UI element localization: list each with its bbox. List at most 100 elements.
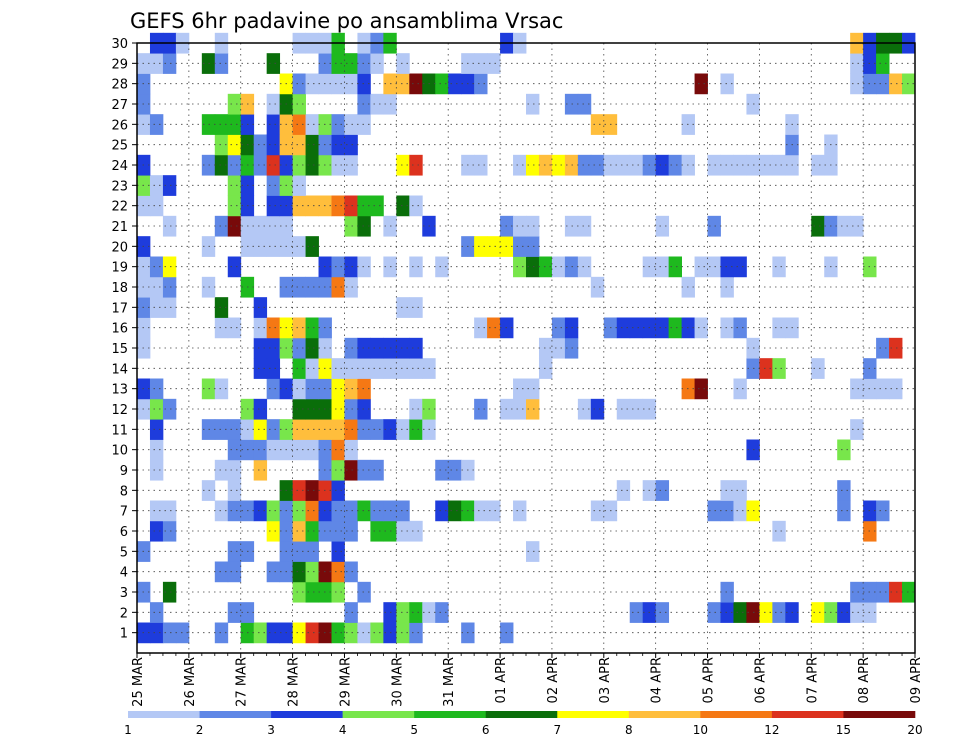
legend-color-swatch — [199, 711, 272, 718]
heatmap-cell — [837, 439, 851, 461]
heatmap-cell — [629, 398, 644, 420]
legend-color-swatch — [342, 711, 415, 718]
heatmap-cell — [396, 337, 410, 359]
heatmap-cell — [292, 195, 306, 217]
heatmap-cell — [266, 622, 281, 644]
heatmap-cell — [227, 114, 242, 135]
heatmap-cell — [331, 154, 345, 176]
heatmap-cell — [655, 215, 670, 237]
heatmap-cell — [357, 500, 371, 522]
heatmap-cell — [344, 134, 358, 156]
heatmap-cell — [370, 459, 384, 481]
heatmap-cell — [292, 73, 306, 95]
heatmap-cell — [396, 73, 410, 95]
x-tick-label: 28 MAR — [287, 657, 302, 707]
heatmap-cell — [227, 256, 242, 278]
heatmap-cell — [227, 541, 242, 562]
x-tick-label: 08 APR — [857, 657, 872, 703]
heatmap-cell — [162, 500, 177, 522]
y-tick-label: 17 — [111, 301, 128, 316]
heatmap-cell — [474, 236, 488, 257]
heatmap-cell — [720, 480, 734, 501]
heatmap-cell — [513, 236, 527, 257]
heatmap-cell — [149, 276, 164, 298]
heatmap-cell — [733, 317, 747, 339]
legend-color-swatch — [485, 711, 558, 718]
heatmap-cell — [344, 561, 358, 583]
y-tick-label: 12 — [111, 403, 128, 418]
legend-threshold-label: 1 — [124, 723, 132, 737]
y-tick-label: 18 — [111, 281, 128, 296]
heatmap-cell — [266, 236, 281, 257]
heatmap-cell — [435, 500, 449, 522]
x-tick-label: 27 MAR — [235, 657, 250, 707]
heatmap-cell — [149, 195, 164, 217]
heatmap-cell — [292, 317, 306, 339]
heatmap-cell — [227, 195, 242, 217]
y-tick-label: 11 — [111, 423, 128, 438]
heatmap-cell — [629, 602, 644, 623]
heatmap-cell — [292, 622, 306, 644]
heatmap-cell — [837, 500, 851, 522]
legend-threshold-label: 10 — [693, 723, 708, 737]
heatmap-cell — [357, 398, 371, 420]
heatmap-cell — [344, 419, 358, 440]
y-tick-label: 21 — [111, 220, 128, 235]
heatmap-cell — [720, 276, 734, 298]
heatmap-cell — [344, 459, 358, 481]
heatmap-cell — [344, 358, 358, 379]
heatmap-cell — [266, 419, 281, 440]
heatmap-cell — [331, 195, 345, 217]
heatmap-cell — [305, 154, 319, 176]
heatmap-cell — [876, 337, 890, 359]
y-tick-label: 5 — [120, 545, 128, 560]
heatmap-cell — [305, 398, 319, 420]
heatmap-cell — [435, 459, 449, 481]
heatmap-cell — [227, 317, 242, 339]
y-tick-label: 19 — [111, 261, 128, 276]
heatmap-cell — [526, 541, 540, 562]
heatmap-cell — [370, 93, 384, 115]
heatmap-cell — [253, 622, 268, 644]
heatmap-cell — [409, 337, 423, 359]
y-tick-label: 22 — [111, 200, 128, 215]
heatmap-cell — [707, 602, 721, 623]
heatmap-cell — [357, 358, 371, 379]
heatmap-cell — [305, 276, 319, 298]
x-tick-label: 02 APR — [546, 657, 561, 703]
heatmap-cell — [720, 256, 734, 278]
heatmap-cell — [227, 419, 242, 440]
heatmap-cell — [902, 73, 916, 95]
heatmap-cell — [305, 236, 319, 257]
heatmap-cell — [370, 520, 384, 542]
heatmap-cell — [292, 93, 306, 115]
heatmap-cell — [149, 602, 164, 623]
heatmap-cell — [357, 215, 371, 237]
heatmap-cell — [253, 459, 268, 481]
legend-color-swatch — [128, 711, 200, 718]
heatmap-cell — [266, 195, 281, 217]
heatmap-cell — [733, 602, 747, 623]
heatmap-cell — [331, 134, 345, 156]
heatmap-cell — [409, 622, 423, 644]
heatmap-cell — [305, 317, 319, 339]
heatmap-cell — [162, 256, 177, 278]
heatmap-cell — [214, 419, 229, 440]
x-tick-label: 09 APR — [909, 657, 924, 703]
heatmap-cell — [214, 378, 229, 400]
y-tick-label: 29 — [111, 57, 128, 72]
legend-color-swatch — [700, 711, 773, 718]
heatmap-cell — [331, 358, 345, 379]
heatmap-cell — [551, 317, 566, 339]
legend-threshold-label: 3 — [267, 723, 275, 737]
heatmap-cell — [305, 439, 319, 461]
heatmap-cell — [889, 73, 903, 95]
x-tick-label: 05 APR — [702, 657, 717, 703]
heatmap-cell — [409, 398, 423, 420]
heatmap-cell — [590, 154, 605, 176]
heatmap-cell — [759, 602, 773, 623]
heatmap-cell — [538, 256, 553, 278]
heatmap-cell — [357, 93, 371, 115]
heatmap-cell — [162, 215, 177, 237]
heatmap-cell — [162, 581, 177, 603]
